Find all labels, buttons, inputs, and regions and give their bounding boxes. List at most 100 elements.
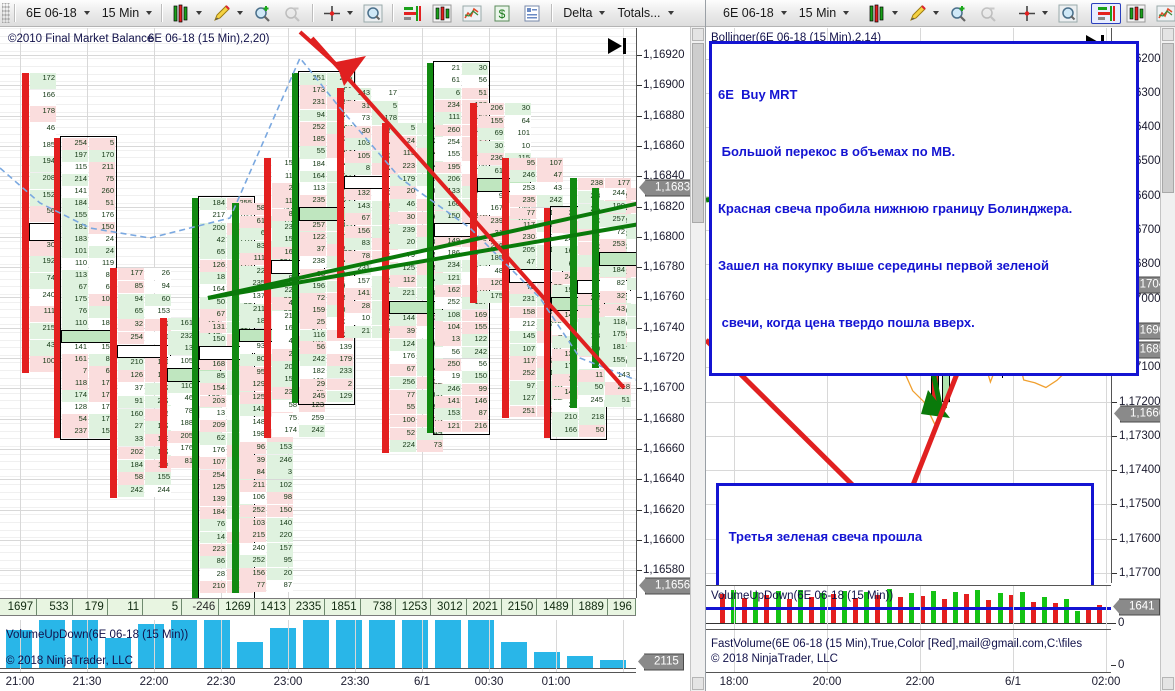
price-label: 1,16680 [643,412,685,425]
chevron-down-icon [843,11,850,15]
indicator-button[interactable] [457,3,487,24]
vud-bar [897,597,903,623]
candlestick-icon [171,4,191,23]
toolbar-grip[interactable] [2,3,10,23]
left-time-axis[interactable]: 21:00 21:30 22:00 22:30 23:00 23:30 6/1 00:30 01… [0,672,636,691]
scroll-down-arrow[interactable] [1162,677,1174,690]
scroll-down-arrow[interactable] [692,677,704,690]
delta-cell: 2150 [502,599,538,615]
axis-tick [1112,470,1117,472]
footprint-cell: 198 [240,429,266,442]
data-series-button[interactable] [1091,2,1122,24]
footprint-cell: 85 [118,280,144,294]
left-vertical-scrollbar[interactable] [690,27,705,691]
zoom-out-button[interactable] [974,3,1004,24]
instrument-selector[interactable]: 6E 06-18 [716,3,792,24]
footprint-cell: 32 [600,290,626,304]
footprint-cell: 179 [390,173,416,186]
magnifier-button[interactable] [1053,3,1083,24]
footprint-cell: 184 [600,265,626,278]
left-price-axis[interactable]: 1,16920 1,16900 1,16880 1,16860 1,16840 1,168… [636,28,702,598]
interval-selector[interactable]: 15 Min [95,3,158,24]
chart-type-button[interactable] [427,3,457,24]
footprint-cell: 69 [478,128,504,140]
dollar-button[interactable]: $ [487,3,517,24]
footprint-cell: 223 [390,161,416,174]
minor-grid [0,499,636,501]
left-volume-pane[interactable] [0,620,636,672]
right-vertical-scrollbar[interactable] [1160,27,1175,691]
volume-copyright: © 2018 NinjaTrader, LLC [6,655,133,667]
footprint-cell: 107 [200,457,226,470]
footprint-cell: 150 [89,426,115,438]
volume-bar [6,630,32,668]
right-vud-pane[interactable] [706,585,1111,629]
footprint-cell: 37 [118,383,144,396]
interval-selector[interactable]: 15 Min [792,3,855,24]
zoom-in-button[interactable] [944,3,974,24]
footprint-cell: 157 [345,275,371,288]
delta-selector[interactable]: Delta [556,3,610,24]
left-chart-canvas[interactable]: 1721661784618519420815256228301927424011… [0,28,636,598]
scroll-up-arrow[interactable] [692,28,704,41]
axis-tick [637,85,642,87]
footprint-cell: 105 [345,150,371,163]
grid-line-v [422,620,423,672]
footprint-cell: 24 [390,135,416,148]
candlestick-button[interactable] [862,3,903,24]
price-label: 1,17600 [1119,532,1161,545]
fast-forward-icon[interactable] [606,36,630,56]
footprint-cell: 232 [168,330,194,343]
time-label: 23:30 [340,676,370,688]
delta-cell: 3012 [431,599,467,615]
scroll-thumb[interactable] [1162,43,1174,193]
footprint-cell: 46 [30,123,56,140]
footprint-cell: 107 [537,158,563,170]
candlestick-button[interactable] [166,3,207,24]
footprint-cell: 156 [345,225,371,238]
footprint-cell: 154 [200,383,226,396]
time-label: 00:30 [474,676,504,688]
vud-bar [786,599,792,623]
indicator-button[interactable] [1151,3,1175,24]
scroll-up-arrow[interactable] [1162,28,1174,41]
scroll-thumb[interactable] [692,43,704,223]
crosshair-button[interactable] [1012,3,1053,24]
footprint-cell: 174 [62,390,88,402]
minor-grid [0,476,636,478]
drawing-tools-button[interactable] [207,3,248,24]
footprint-cell: 153 [267,442,293,455]
annotation-line-1: 6E Buy MRT [718,87,798,102]
instrument-selector[interactable]: 6E 06-18 [19,3,95,24]
footprint-cell: 118 [600,316,626,329]
footprint-cell: 43 [600,303,626,317]
chevron-down-icon [599,11,606,15]
footprint-cell: 11 [578,369,604,382]
footprint-cell: 30 [505,103,531,115]
annotation-textbox-top[interactable]: 6E Buy MRT Большой перекос в объемах по … [709,41,1139,376]
crosshair-button[interactable] [317,3,358,24]
footprint-cell: 132 [345,188,371,200]
magnifier-button[interactable] [358,3,388,24]
footprint-cell: 236 [478,240,504,253]
data-series-button[interactable] [397,3,427,24]
totals-selector[interactable]: Totals... [610,3,678,24]
drawing-tools-button[interactable] [903,3,944,24]
minor-grid [0,506,636,508]
footprint-cell: 52 [390,427,416,440]
properties-button[interactable] [517,3,547,24]
footprint-cell: 22 [240,265,266,278]
chart-type-button[interactable] [1121,3,1151,24]
zoom-out-button[interactable] [278,3,308,24]
right-time-axis[interactable]: 18:00 20:00 22:00 6/1 02:00 [706,672,1120,691]
vud-axis: 1641 0 [1111,585,1175,629]
price-label: 1,17500 [1119,498,1161,511]
footprint-cell: 97 [510,380,536,393]
delta-cell: 1697 [0,599,38,615]
zoom-in-button[interactable] [248,3,278,24]
footprint-cell: 170 [89,378,115,390]
footprint-cell: 61 [240,215,266,228]
right-fastvolume-pane[interactable] [706,629,1111,672]
vud-threshold-line [706,607,1111,610]
footprint-cell: 9 [478,190,504,203]
